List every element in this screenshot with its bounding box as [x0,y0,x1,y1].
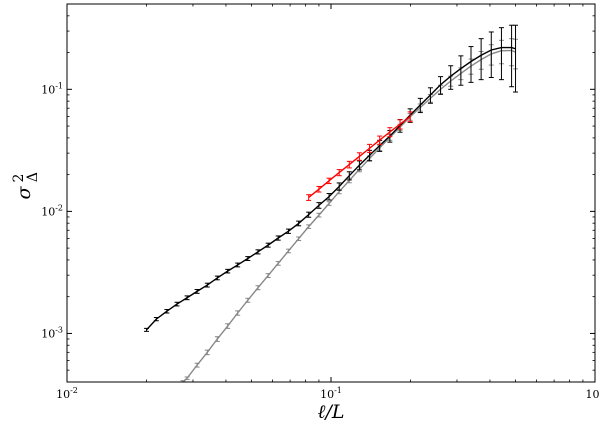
svg-text:2: 2 [11,174,27,183]
error-bar [326,193,332,201]
error-bar [316,212,322,218]
x-tick-label: 10-2 [56,386,78,401]
y-axis-label-base: σ [13,185,35,199]
error-bar [164,309,170,314]
svg-text:σ: σ [13,185,35,199]
error-bar [306,194,312,201]
error-bar [285,248,291,254]
error-bar [478,38,484,81]
error-bar [153,317,159,322]
error-bar [488,31,494,78]
error-bar [194,362,200,368]
error-bar [407,111,413,123]
error-bar [204,282,210,288]
error-bar [427,87,433,104]
plot-area [67,4,595,382]
error-bar [397,119,403,130]
error-bar [448,65,454,90]
y-tick-label: 10-1 [41,81,63,96]
error-bar [184,376,190,380]
error-bar [285,228,291,234]
error-bar [326,201,332,206]
error-bar [336,182,342,191]
y-tick-label: 10-2 [41,203,63,218]
x-axis-label: ℓ/L [318,401,345,423]
error-bar [235,310,241,316]
error-bar [306,224,312,229]
y-axis-label-sup: 2 [11,174,27,183]
error-bar [306,211,312,218]
error-bar [204,349,210,356]
error-bar [356,160,362,171]
error-bar [265,273,271,279]
series-0 [143,24,519,332]
error-bar [235,262,241,268]
error-bar [513,24,519,93]
error-bar [316,202,322,209]
error-bar [296,220,302,227]
error-bar [255,249,261,255]
series-1 [306,111,413,201]
error-bar [326,177,332,185]
error-bar [214,275,220,281]
error-bar [275,261,281,266]
x-tick-label: 100 [585,386,600,401]
error-bar [316,185,322,193]
series-line [145,46,516,331]
error-bar [225,323,231,329]
error-bar [214,336,220,342]
error-bar [143,327,149,332]
error-bar [468,46,474,83]
error-bar [296,236,302,242]
error-bar [387,127,393,138]
error-bar [367,143,373,153]
error-bar [265,242,271,248]
error-bar [225,268,231,274]
x-tick-label: 10-1 [320,386,342,401]
error-bar [180,380,186,382]
error-bar [174,301,180,307]
svg-text:Δ: Δ [25,172,41,182]
error-bar [498,27,504,81]
error-bar [346,171,352,181]
error-bar [245,297,251,303]
error-bar [255,285,261,291]
error-bar [245,256,251,261]
error-bar [417,97,423,114]
series-layer [143,24,519,382]
tick-labels: 10-2 10-1 100 10-3 10-2 10-1 [41,81,600,401]
y-axis-label-sub: Δ [25,172,41,182]
error-bar [377,135,383,145]
error-bar [184,295,190,301]
error-bar [438,76,444,95]
error-bar [346,160,352,169]
error-bar [458,55,464,86]
error-bar [356,152,362,161]
y-tick-label: 10-3 [41,325,63,340]
error-bar [275,235,281,241]
plot-frame [66,3,596,383]
y-axis-label: σ 2 Δ [11,172,41,200]
error-bar [336,169,342,177]
error-bar [194,289,200,294]
